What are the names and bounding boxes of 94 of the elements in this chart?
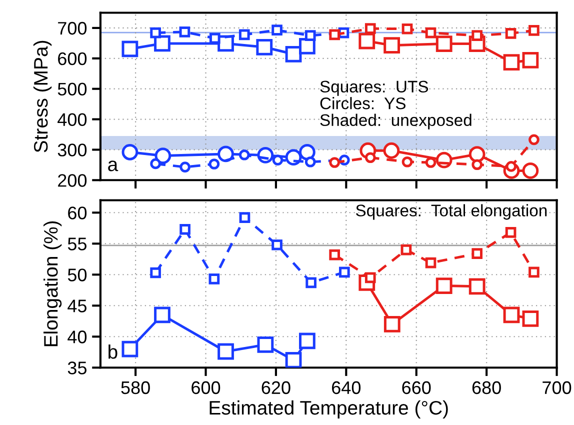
- y-tick-label: 600: [58, 52, 87, 66]
- point: [528, 134, 540, 146]
- point: [179, 26, 190, 38]
- point: [285, 46, 302, 62]
- point: [150, 158, 161, 170]
- point: [505, 227, 516, 238]
- point: [329, 249, 340, 260]
- y-tick-label: 300: [58, 144, 87, 156]
- point: [285, 352, 302, 368]
- point: [208, 158, 220, 170]
- point: [528, 24, 540, 36]
- point: [304, 30, 316, 41]
- y-tick-label: 700: [58, 22, 87, 35]
- point: [425, 27, 436, 38]
- point: [528, 266, 540, 278]
- annotation: a: [108, 160, 118, 172]
- annotation: b: [108, 344, 118, 359]
- point: [238, 29, 250, 40]
- point: [154, 306, 170, 324]
- y-tick-label: 40: [68, 330, 87, 344]
- x-axis-title: Estimated Temperature (°C): [210, 400, 448, 419]
- point: [358, 32, 376, 50]
- annotation: Circles: YS: [320, 97, 406, 110]
- point: [329, 29, 340, 40]
- point: [272, 154, 284, 166]
- x-tick-label: 600: [192, 381, 220, 394]
- point: [272, 239, 282, 250]
- point: [522, 162, 539, 179]
- point: [522, 52, 539, 68]
- point: [472, 159, 483, 170]
- point: [383, 142, 400, 159]
- annotation: Squares: Total elongation: [356, 204, 547, 220]
- point: [338, 266, 350, 278]
- point: [384, 316, 400, 332]
- point: [122, 40, 138, 58]
- point: [122, 144, 138, 160]
- x-tick-label: 700: [542, 381, 572, 394]
- point: [472, 248, 483, 259]
- annotation: Shaded: unexposed: [320, 114, 472, 130]
- point: [257, 336, 274, 353]
- point: [272, 24, 282, 36]
- point: [503, 54, 520, 71]
- point: [150, 27, 161, 38]
- y-tick-label: 55: [68, 238, 86, 250]
- point: [436, 36, 452, 52]
- point: [150, 267, 161, 278]
- point: [364, 152, 376, 164]
- y-axis-title: Stress (MPa): [33, 40, 52, 152]
- point: [306, 277, 316, 288]
- point: [402, 156, 413, 168]
- point: [468, 146, 486, 162]
- point: [256, 38, 273, 56]
- y-tick-label: 400: [58, 113, 87, 126]
- point: [299, 144, 316, 160]
- point: [209, 32, 220, 44]
- point: [218, 146, 234, 162]
- point: [299, 38, 316, 54]
- point: [154, 148, 172, 164]
- x-tick-label: 620: [262, 381, 290, 394]
- point: [505, 28, 516, 39]
- y-tick-label: 60: [68, 206, 87, 220]
- y-tick-label: 45: [68, 300, 86, 312]
- point: [364, 23, 376, 34]
- point: [180, 162, 190, 172]
- point: [472, 30, 483, 41]
- point: [154, 35, 170, 52]
- point: [436, 278, 452, 294]
- point: [304, 156, 316, 168]
- y-axis-title: Elongation (%): [43, 221, 62, 346]
- y-tick-label: 200: [58, 174, 87, 187]
- point: [468, 278, 486, 295]
- point: [238, 149, 250, 160]
- y-tick-label: 35: [68, 362, 86, 374]
- y-tick-label: 50: [68, 268, 87, 282]
- y-tick-label: 500: [58, 82, 87, 96]
- point: [402, 23, 413, 34]
- point: [122, 340, 138, 358]
- point: [425, 157, 436, 168]
- x-tick-label: 580: [121, 381, 150, 394]
- x-tick-label: 640: [332, 381, 361, 394]
- point: [180, 224, 190, 235]
- point: [425, 257, 436, 268]
- point: [384, 37, 400, 54]
- point: [299, 332, 316, 350]
- point: [218, 343, 234, 360]
- point: [522, 310, 539, 327]
- annotation: Squares: UTS: [320, 80, 428, 96]
- point: [208, 274, 220, 284]
- x-tick-label: 660: [402, 381, 431, 394]
- point: [503, 306, 520, 324]
- point: [329, 157, 340, 168]
- point: [400, 244, 412, 256]
- point: [239, 212, 250, 224]
- x-tick-label: 680: [472, 381, 501, 394]
